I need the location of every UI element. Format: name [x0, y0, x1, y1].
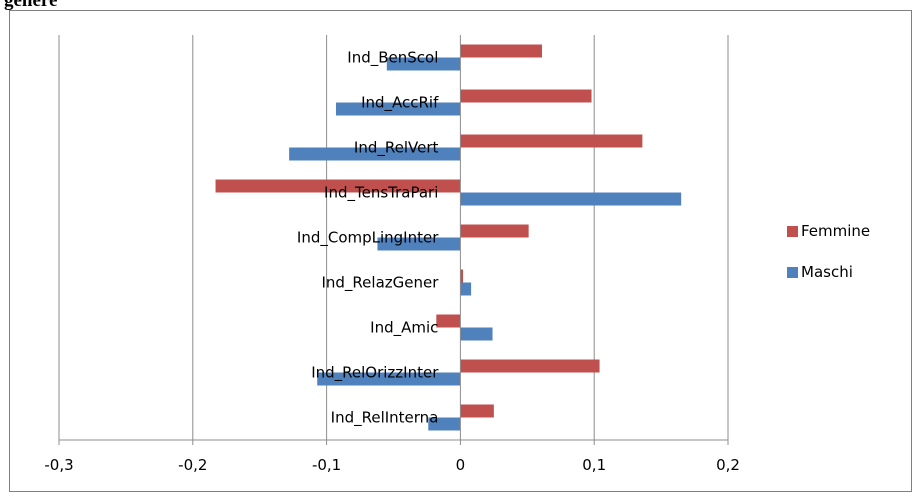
bar-femmine-2	[460, 134, 643, 148]
x-tick-label-3: 0	[456, 456, 466, 474]
bar-maschi-1	[335, 102, 461, 116]
legend-label-maschi: Maschi	[801, 263, 853, 281]
bar-maschi-0	[386, 57, 461, 71]
category-label-5: Ind_RelazGener	[321, 274, 439, 293]
bar-femmine-6	[436, 314, 461, 328]
x-tick-label-1: -0,2	[178, 456, 207, 474]
category-label-6: Ind_Amic	[370, 319, 438, 338]
x-tick-label-5: 0,2	[716, 456, 740, 474]
category-label-2: Ind_RelVert	[354, 139, 439, 158]
bar-maschi-5	[460, 282, 472, 296]
category-label-4: Ind_CompLingInter	[297, 229, 439, 248]
bar-maschi-2	[289, 147, 461, 161]
category-label-8: Ind_RelInterna	[331, 409, 439, 428]
bar-femmine-0	[460, 44, 543, 58]
bar-femmine-7	[460, 359, 600, 373]
bar-femmine-3	[215, 179, 461, 193]
bar-maschi-7	[317, 372, 461, 386]
bar-maschi-4	[377, 237, 461, 251]
legend-swatch-maschi	[787, 267, 798, 278]
legend-label-femmine: Femmine	[801, 222, 870, 240]
bar-femmine-1	[460, 89, 592, 103]
bar-maschi-6	[460, 327, 493, 341]
category-label-3: Ind_TensTraPari	[324, 184, 438, 203]
category-label-1: Ind_AccRif	[361, 94, 439, 113]
bar-femmine-5	[460, 269, 464, 283]
category-label-0: Ind_BenScol	[347, 49, 438, 68]
x-tick-label-2: -0,1	[312, 456, 341, 474]
bar-femmine-4	[460, 224, 529, 238]
bar-femmine-8	[460, 404, 494, 418]
legend-swatch-femmine	[787, 226, 798, 237]
category-label-7: Ind_RelOrizzInter	[311, 364, 439, 383]
chart-frame	[9, 10, 912, 492]
bar-maschi-3	[460, 192, 682, 206]
x-tick-label-4: 0,1	[582, 456, 606, 474]
bar-maschi-8	[428, 417, 461, 431]
chart-caption: genere	[4, 0, 58, 11]
x-tick-label-0: -0,3	[44, 456, 73, 474]
